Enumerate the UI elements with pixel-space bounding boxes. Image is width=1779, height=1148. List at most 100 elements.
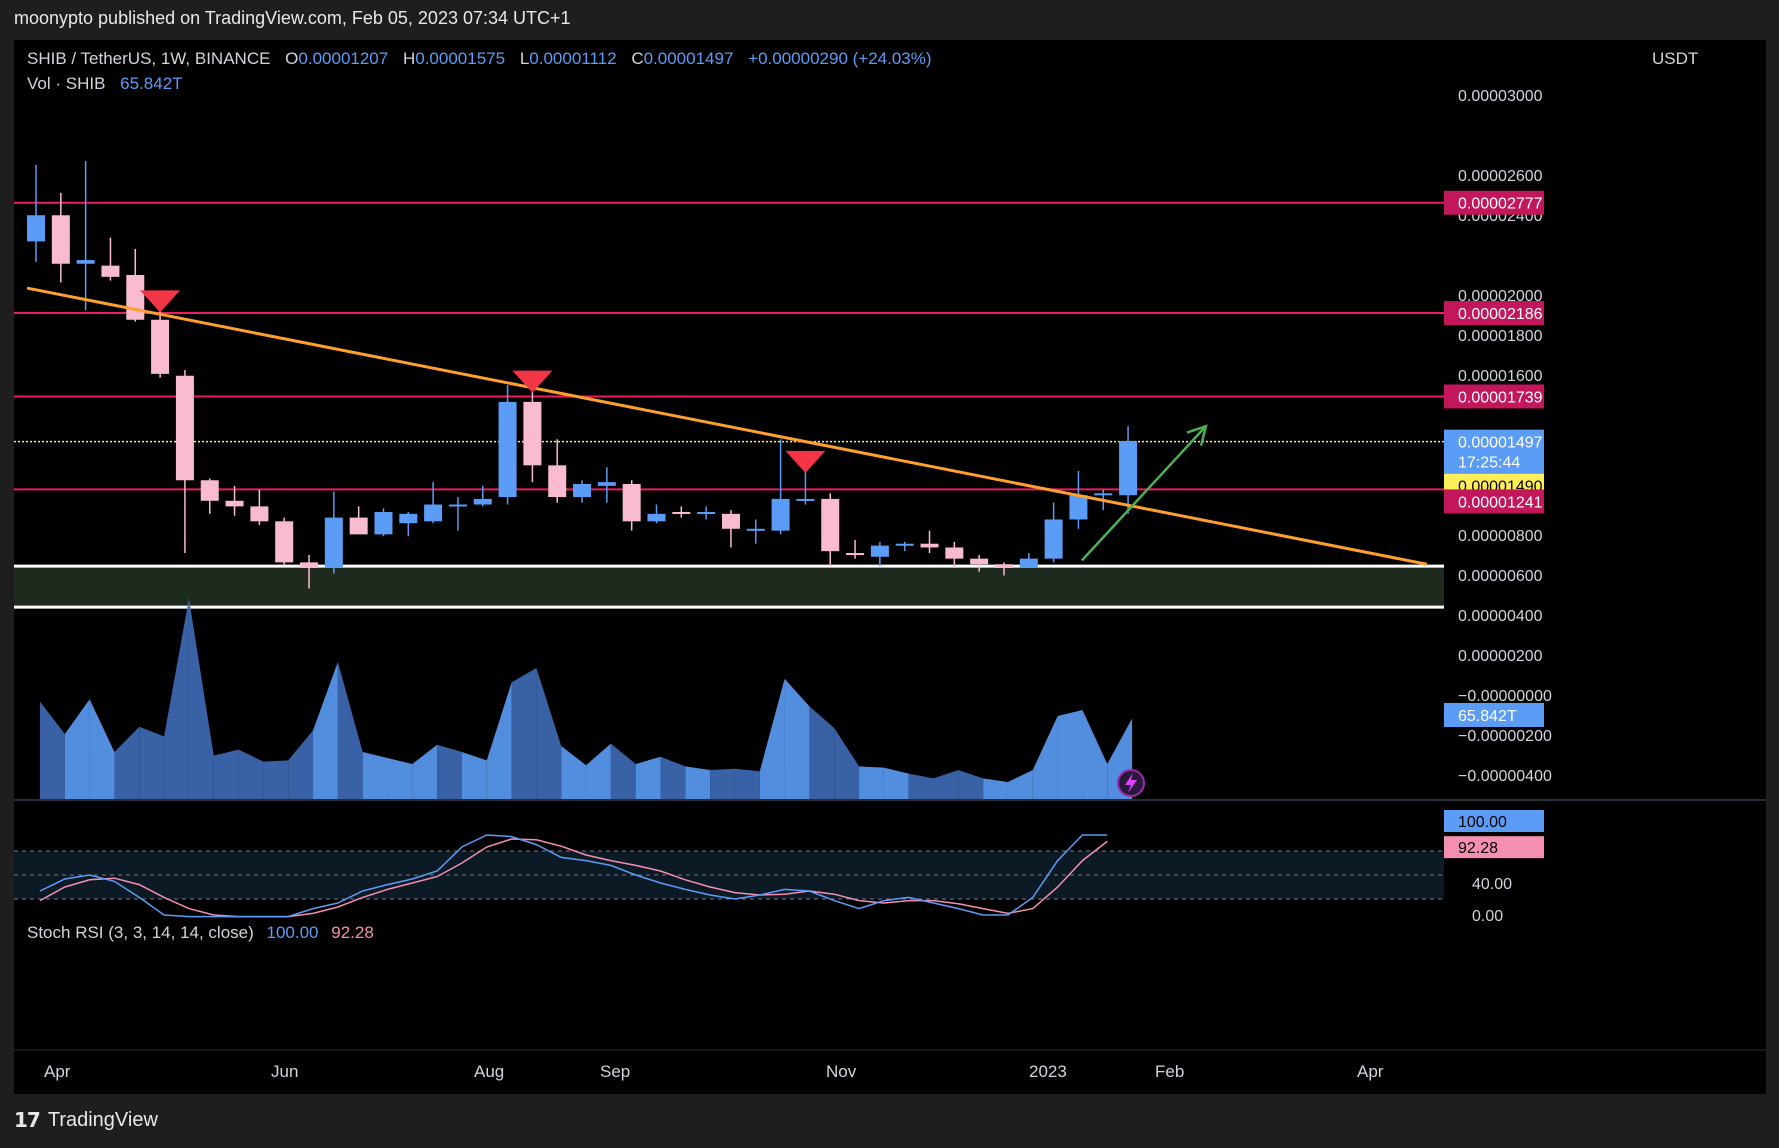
- volume-segment: [734, 768, 760, 800]
- candle-body[interactable]: [622, 483, 641, 522]
- volume-segment: [313, 662, 338, 800]
- badge-resistance-1: 0.00002777: [1444, 190, 1544, 215]
- volume-segment: [883, 767, 909, 800]
- descending-trendline[interactable]: [26, 286, 1428, 566]
- legend-c-value: 0.00001497: [644, 49, 734, 68]
- candle-body[interactable]: [994, 564, 1013, 568]
- badge-resistance-3-bg: [1444, 384, 1544, 409]
- volume-segment: [238, 749, 264, 800]
- price-tick-label: 0.00001800: [1458, 328, 1543, 345]
- volume-segment: [213, 749, 239, 800]
- candle-body[interactable]: [1094, 493, 1113, 496]
- stoch-k-value: 100.00: [267, 923, 319, 942]
- candle-body[interactable]: [796, 498, 815, 501]
- candle-body[interactable]: [27, 215, 45, 242]
- lightning-icon[interactable]: [1117, 769, 1145, 797]
- candle-body[interactable]: [945, 547, 964, 559]
- stoch-tick-label: 0.00: [1472, 908, 1503, 925]
- candle-body[interactable]: [151, 319, 170, 374]
- candle-body[interactable]: [300, 562, 319, 568]
- volume-segment: [40, 701, 65, 800]
- badge-last-price-bg: [1444, 429, 1544, 474]
- candle-body[interactable]: [697, 511, 716, 514]
- candle-body[interactable]: [250, 506, 269, 522]
- breakout-arrow[interactable]: [1080, 425, 1207, 562]
- candle-body[interactable]: [1019, 558, 1038, 568]
- price-tick-label: 0.00000800: [1458, 528, 1543, 545]
- candle-body[interactable]: [821, 498, 840, 552]
- svg-text:SHIB / TetherUS, 1W, BINANCE: SHIB / TetherUS, 1W, BINANCE O0.00001207…: [27, 49, 932, 68]
- time-tick-label: Jun: [271, 1062, 298, 1081]
- candle-body[interactable]: [647, 513, 666, 522]
- badge-resistance-2-bg: [1444, 301, 1544, 326]
- candle-body[interactable]: [101, 265, 120, 277]
- volume-segment: [486, 682, 512, 800]
- badge-resistance-1-text: 0.00002777: [1458, 196, 1543, 213]
- volume-segment: [610, 743, 636, 800]
- candle-body[interactable]: [597, 482, 616, 486]
- price-axis-unit: USDT: [1652, 49, 1698, 68]
- badge-resistance-1-bg: [1444, 190, 1544, 215]
- candle-body[interactable]: [200, 480, 219, 501]
- volume-segment: [710, 768, 735, 800]
- candle-body[interactable]: [523, 401, 542, 466]
- candle-body[interactable]: [225, 500, 244, 507]
- candle-body[interactable]: [76, 260, 95, 264]
- legend-c-label: C: [631, 49, 643, 68]
- volume-segment: [536, 668, 562, 800]
- legend-h-value: 0.00001575: [415, 49, 505, 68]
- candle-body[interactable]: [424, 504, 443, 522]
- tradingview-footer[interactable]: 𝟭𝟳 TradingView: [14, 1108, 158, 1133]
- candle-body[interactable]: [175, 375, 194, 481]
- stoch-d-line: [39, 838, 1108, 918]
- breakout-arrow-head-icon: [1186, 424, 1208, 446]
- candle-body[interactable]: [1044, 519, 1063, 559]
- badge-stoch-k: 100.00: [1444, 810, 1544, 832]
- candle-body[interactable]: [970, 558, 989, 565]
- volume-segment: [412, 744, 438, 800]
- badge-stoch-d-text: 92.28: [1458, 840, 1498, 857]
- candle-body[interactable]: [324, 517, 343, 568]
- candle-body[interactable]: [399, 513, 418, 524]
- candle-body[interactable]: [349, 517, 368, 535]
- price-tick-label: 0.00002000: [1458, 288, 1543, 305]
- stoch-k-line: [39, 834, 1108, 918]
- volume-segment: [908, 773, 934, 800]
- badge-stoch-d-bg: [1444, 836, 1544, 859]
- volume-segment: [114, 726, 140, 800]
- legend-vol-label: Vol · SHIB: [27, 74, 105, 93]
- price-tick-label: 0.00001600: [1458, 368, 1543, 385]
- badge-stoch-d: 92.28: [1444, 836, 1544, 859]
- volume-segment: [511, 668, 537, 800]
- volume-segment: [263, 760, 289, 800]
- candle-body[interactable]: [1069, 495, 1088, 520]
- badge-resistance-4-bg: [1444, 489, 1544, 514]
- candle-body[interactable]: [473, 498, 492, 505]
- chart-svg[interactable]: SHIB / TetherUS, 1W, BINANCE O0.00001207…: [14, 40, 1766, 1094]
- lightning-icon-bolt: [1125, 773, 1137, 793]
- candle-body[interactable]: [448, 504, 467, 507]
- candle-body[interactable]: [126, 274, 145, 320]
- candle-body[interactable]: [498, 401, 517, 498]
- candle-body[interactable]: [771, 498, 790, 531]
- chart-area[interactable]: SHIB / TetherUS, 1W, BINANCE O0.00001207…: [14, 40, 1766, 1094]
- candle-body[interactable]: [275, 521, 294, 563]
- candle-body[interactable]: [846, 553, 865, 556]
- candle-body[interactable]: [1119, 441, 1138, 496]
- candle-body[interactable]: [51, 215, 70, 264]
- candle-body[interactable]: [920, 543, 939, 548]
- rejection-marker-icon: [140, 290, 181, 313]
- time-tick-label: Aug: [474, 1062, 504, 1081]
- candle-body[interactable]: [721, 513, 740, 529]
- candle-body[interactable]: [573, 483, 592, 498]
- candle-body[interactable]: [672, 511, 691, 514]
- candle-body[interactable]: [746, 528, 765, 531]
- candle-body[interactable]: [548, 465, 567, 498]
- candle-body[interactable]: [374, 511, 393, 535]
- price-tick-label: 0.00000200: [1458, 648, 1543, 665]
- volume-segment: [1032, 716, 1058, 800]
- candle-body[interactable]: [870, 545, 889, 557]
- candle-body[interactable]: [895, 543, 914, 546]
- legend-o-value: 0.00001207: [298, 49, 388, 68]
- price-tick-label: 0.00003000: [1458, 88, 1543, 105]
